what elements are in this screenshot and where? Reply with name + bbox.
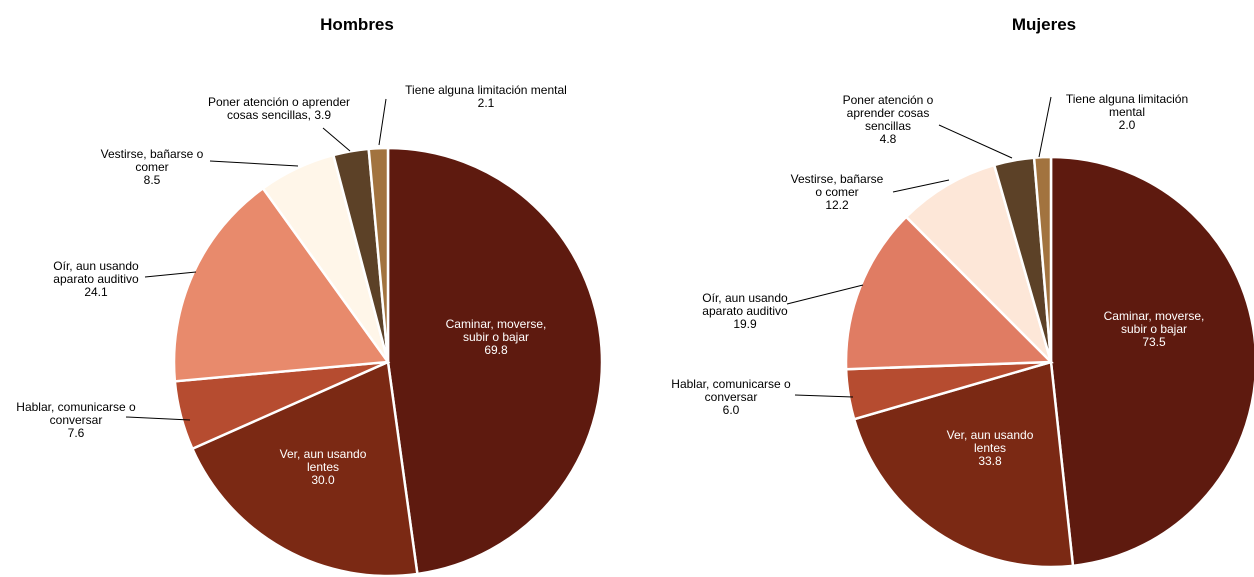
pie-slice-mujeres-mental [1032, 155, 1053, 363]
data-label-line-mujeres-atencion: sencillas [865, 119, 911, 133]
data-label-hombres-hablar: Hablar, comunicarse o conversar 7.6 [16, 400, 136, 440]
pie-chart-mujeres: Mujeres Caminar, moverse, subir o bajar 73… [627, 0, 1254, 577]
data-label-line-mujeres-hablar: 6.0 [723, 403, 740, 417]
data-label-line-mujeres-caminar: Caminar, moverse, [1104, 309, 1205, 323]
data-label-line-mujeres-mental: 2.0 [1119, 118, 1136, 132]
data-label-line-mujeres-mental: mental [1109, 105, 1145, 119]
leader-line-mujeres-atencion [938, 124, 1013, 159]
data-label-hombres-atencion: Poner atención o aprender cosas sencillas… [208, 95, 350, 122]
data-label-line-hombres-hablar: conversar [50, 413, 103, 427]
data-label-line-mujeres-vestirse: Vestirse, bañarse [791, 172, 884, 186]
data-label-line-mujeres-oir: 19.9 [733, 317, 757, 331]
data-label-line-mujeres-ver: lentes [974, 441, 1006, 455]
data-label-line-mujeres-caminar: 73.5 [1142, 335, 1166, 349]
data-label-line-hombres-vestirse: comer [135, 160, 168, 174]
leader-line-hombres-atencion [322, 127, 351, 152]
leader-line-mujeres-hablar [794, 394, 854, 398]
chart-title-mujeres: Mujeres [1012, 15, 1076, 34]
leader-line-mujeres-vestirse [892, 179, 950, 193]
data-label-mujeres-atencion: Poner atención o aprender cosas sencillas 4… [843, 93, 934, 146]
pie-chart-mujeres-svg: Mujeres Caminar, moverse, subir o bajar 73… [671, 15, 1254, 569]
leader-line-mujeres-mental [1038, 96, 1052, 158]
data-label-line-hombres-atencion: Poner atención o aprender [208, 95, 350, 109]
data-label-mujeres-hablar: Hablar, comunicarse o conversar 6.0 [671, 377, 791, 417]
data-label-line-mujeres-atencion: Poner atención o [843, 93, 934, 107]
data-label-line-hombres-ver: lentes [307, 460, 339, 474]
data-label-hombres-mental: Tiene alguna limitación mental 2.1 [405, 83, 567, 110]
data-label-line-mujeres-ver: 33.8 [978, 454, 1002, 468]
data-label-line-mujeres-vestirse: 12.2 [825, 198, 849, 212]
data-label-line-hombres-ver: Ver, aun usando [280, 447, 367, 461]
data-label-line-hombres-caminar: Caminar, moverse, [446, 317, 547, 331]
data-label-mujeres-caminar: Caminar, moverse, subir o bajar 73.5 [1104, 309, 1205, 349]
data-label-line-mujeres-oir: aparato auditivo [702, 304, 788, 318]
leader-line-hombres-hablar [125, 416, 191, 421]
data-label-line-hombres-caminar: 69.8 [484, 343, 508, 357]
data-label-line-hombres-oir: aparato auditivo [53, 272, 139, 286]
pie-slice-hombres-caminar [386, 146, 604, 576]
data-label-line-hombres-oir: Oír, aun usando [53, 259, 139, 273]
data-label-line-hombres-vestirse: 8.5 [144, 173, 161, 187]
data-label-line-hombres-vestirse: Vestirse, bañarse o [101, 147, 204, 161]
leader-line-hombres-vestirse [209, 160, 299, 167]
pie-slice-mujeres-vestirse [904, 163, 1053, 363]
data-label-line-mujeres-atencion: aprender cosas [847, 106, 930, 120]
data-label-line-hombres-hablar: 7.6 [68, 426, 85, 440]
data-label-hombres-caminar: Caminar, moverse, subir o bajar 69.8 [446, 317, 547, 357]
data-label-line-mujeres-oir: Oír, aun usando [702, 291, 788, 305]
data-label-hombres-vestirse: Vestirse, bañarse o comer 8.5 [101, 147, 204, 187]
pie-slice-hombres-oir [172, 186, 391, 383]
pie-slice-mujeres-ver [852, 360, 1075, 569]
chart-title-hombres: Hombres [320, 15, 394, 34]
data-label-line-mujeres-hablar: Hablar, comunicarse o [671, 377, 791, 391]
pie-slice-mujeres-caminar [1049, 155, 1254, 568]
data-label-hombres-ver: Ver, aun usando lentes 30.0 [280, 447, 367, 487]
leader-line-hombres-oir [144, 271, 197, 278]
data-label-hombres-oir: Oír, aun usando aparato auditivo 24.1 [53, 259, 139, 299]
pie-slice-hombres-ver [190, 360, 419, 577]
data-label-line-mujeres-hablar: conversar [705, 390, 758, 404]
data-label-mujeres-ver: Ver, aun usando lentes 33.8 [947, 428, 1034, 468]
pie-slice-mujeres-oir [844, 215, 1054, 371]
data-label-mujeres-vestirse: Vestirse, bañarse o comer 12.2 [791, 172, 884, 212]
data-label-line-hombres-oir: 24.1 [84, 285, 108, 299]
data-label-mujeres-mental: Tiene alguna limitación mental 2.0 [1066, 92, 1188, 132]
pie-slice-hombres-mental [367, 146, 390, 363]
data-label-line-hombres-atencion: cosas sencillas, 3.9 [227, 108, 331, 122]
data-label-line-hombres-caminar: subir o bajar [463, 330, 529, 344]
data-label-line-hombres-ver: 30.0 [311, 473, 335, 487]
data-label-line-hombres-mental: Tiene alguna limitación mental [405, 83, 567, 97]
data-label-line-mujeres-mental: Tiene alguna limitación [1066, 92, 1188, 106]
data-label-line-mujeres-atencion: 4.8 [880, 132, 897, 146]
pie-chart-hombres-svg: Hombres Caminar, moverse, subir o bajar 69… [16, 15, 604, 577]
pie-chart-hombres: Hombres Caminar, moverse, subir o bajar 69… [16, 15, 604, 577]
data-label-line-mujeres-vestirse: o comer [815, 185, 858, 199]
data-label-line-hombres-mental: 2.1 [478, 96, 495, 110]
data-label-line-mujeres-caminar: subir o bajar [1121, 322, 1187, 336]
leader-line-mujeres-oir [786, 284, 864, 305]
leader-line-hombres-mental [378, 98, 387, 146]
data-label-line-mujeres-ver: Ver, aun usando [947, 428, 1034, 442]
data-label-mujeres-oir: Oír, aun usando aparato auditivo 19.9 [702, 291, 788, 331]
data-label-line-hombres-hablar: Hablar, comunicarse o [16, 400, 136, 414]
